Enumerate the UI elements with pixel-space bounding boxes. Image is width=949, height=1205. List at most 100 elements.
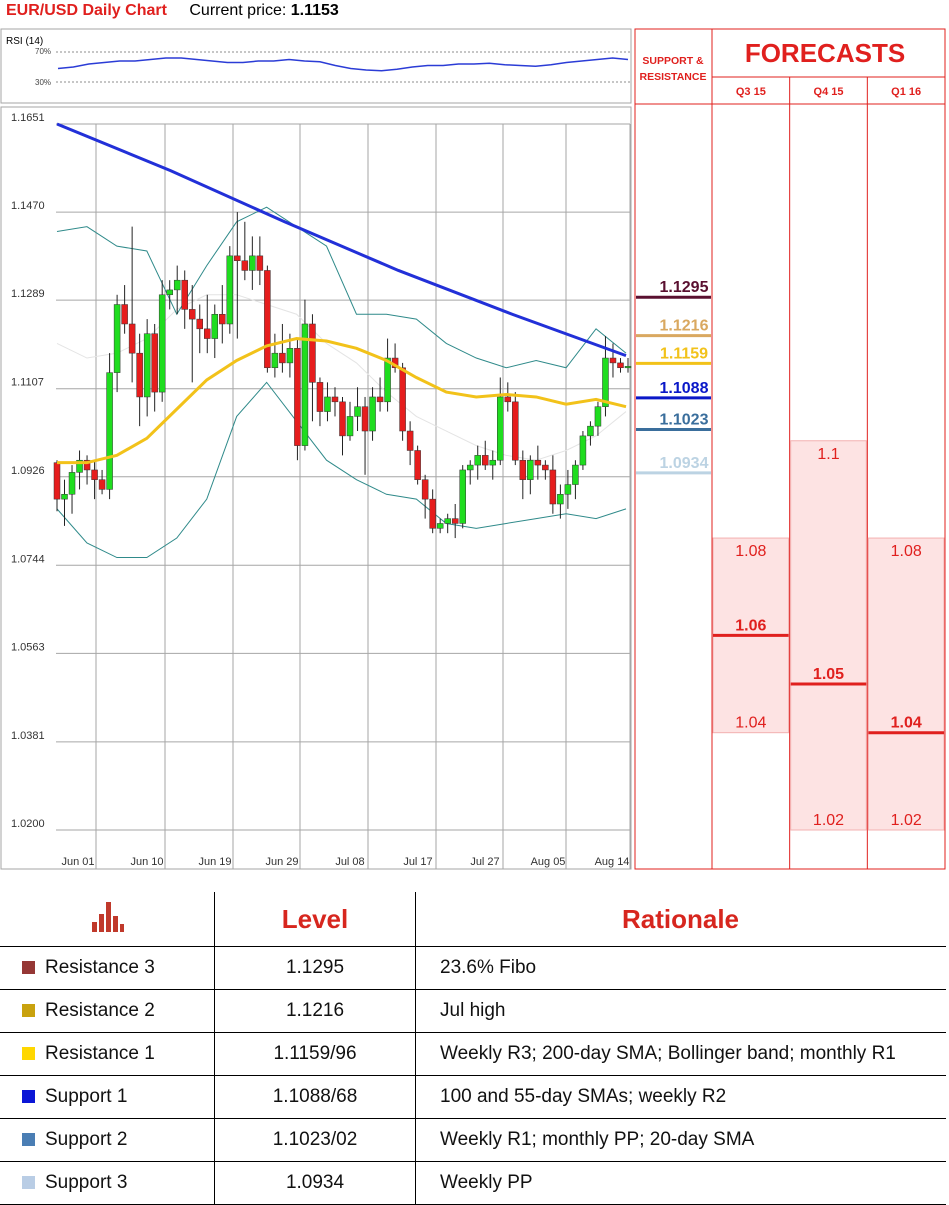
candle-down (519, 459, 527, 480)
candle-up (564, 484, 572, 495)
candle-up (527, 459, 534, 480)
level-color-swatch (22, 1133, 35, 1146)
candle-down (188, 309, 196, 320)
x-tick-label: Jun 10 (130, 856, 163, 868)
sr-header-line1: SUPPORT & (642, 55, 704, 67)
x-tick-label: Jul 27 (470, 856, 499, 868)
table-row: Resistance 1 1.1159/96 Weekly R3; 200-day … (0, 1032, 946, 1076)
candle-up (474, 455, 481, 466)
forecasts-frame (711, 28, 946, 870)
forecast-mid-label: 1.06 (735, 617, 766, 634)
candle-down (512, 401, 519, 461)
levels-table: Level Rationale Resistance 3 1.1295 23.6% … (0, 892, 946, 1205)
x-tick-label: Jun 01 (61, 856, 94, 868)
chart-header: EUR/USD Daily Chart Current price: 1.115… (6, 2, 339, 26)
y-tick-label: 1.0744 (11, 553, 45, 565)
candle-down (609, 357, 617, 364)
level-name-cell: Support 3 (0, 1161, 215, 1205)
y-tick-label: 1.0563 (11, 641, 45, 653)
candle-down (196, 318, 203, 330)
candle-down (414, 450, 421, 480)
candle-down (399, 367, 406, 432)
level-value: 1.1295 (214, 946, 416, 990)
sma-fast-line (57, 337, 627, 465)
candle-up (324, 396, 331, 412)
bollinger-lower (56, 381, 627, 559)
forecast-low-label: 1.02 (891, 812, 922, 829)
y-tick-label: 1.1651 (11, 112, 45, 124)
table-row: Support 2 1.1023/02 Weekly R1; monthly PP;… (0, 1118, 946, 1162)
candle-up (173, 279, 181, 291)
candle-down (309, 323, 316, 383)
candle-up (557, 494, 564, 505)
candle-down (53, 462, 61, 500)
candle-up (369, 396, 376, 432)
forecasts-title: FORECASTS (745, 38, 905, 68)
level-color-swatch (22, 961, 35, 974)
candle-down (181, 279, 188, 310)
y-tick-label: 1.1107 (11, 377, 44, 389)
candle-down (421, 479, 429, 500)
level-name: Resistance 2 (45, 1000, 155, 1021)
candle-up (489, 459, 497, 466)
table-header-rationale: Rationale (415, 892, 946, 947)
forecast-mid-label: 1.04 (891, 715, 922, 732)
candle-up (271, 352, 279, 369)
rsi-title: RSI (14) (6, 36, 43, 47)
candle-up (113, 304, 121, 373)
candle-down (406, 430, 414, 451)
candle-down (451, 518, 459, 524)
candle-up (249, 255, 256, 271)
candle-down (241, 260, 249, 271)
level-rationale: 23.6% Fibo (415, 946, 946, 990)
level-color-swatch (22, 1004, 35, 1017)
candle-down (542, 464, 549, 471)
sr-level-label: 1.1216 (660, 318, 709, 335)
candle-up (346, 416, 354, 437)
level-value: 1.1088/68 (214, 1075, 416, 1119)
price-grid-horizontal (56, 123, 630, 831)
level-rationale: Weekly PP (415, 1161, 946, 1205)
sr-level-label: 1.0934 (660, 455, 709, 472)
candle-up (497, 396, 504, 461)
candle-down (83, 459, 91, 471)
sr-level-label: 1.1159 (660, 345, 708, 362)
candle-down (331, 396, 339, 403)
candle-down (429, 498, 436, 529)
price-grid-vertical (95, 124, 631, 869)
level-color-swatch (22, 1176, 35, 1189)
chart-area: RSI (14) 70% 30% 1.1651 1.1470 1.1289 1.110… (0, 28, 946, 870)
table-header-level: Level (214, 892, 416, 947)
candles (53, 212, 632, 539)
x-tick-label: Aug 14 (595, 856, 630, 868)
table-row: Resistance 2 1.1216 Jul high (0, 989, 946, 1033)
level-name-cell: Resistance 1 (0, 1032, 215, 1076)
candle-up (594, 406, 602, 427)
forecast-columns: Q3 15 1.08 1.06 1.04 Q4 15 1.1 1.05 1.02 Q1 16 1.… (712, 77, 945, 869)
candle-up (68, 472, 76, 495)
forecast-column-header: Q3 15 (736, 86, 766, 98)
level-name-cell: Resistance 3 (0, 946, 215, 990)
level-name: Support 1 (45, 1086, 128, 1107)
level-value: 1.0934 (214, 1161, 416, 1205)
level-rationale: Weekly R3; 200-day SMA; Bollinger band; … (415, 1032, 946, 1076)
sr-frame (634, 28, 713, 870)
level-name-cell: Support 2 (0, 1118, 215, 1162)
forecast-high-label: 1.08 (735, 543, 766, 560)
level-rationale: Weekly R1; monthly PP; 20-day SMA (415, 1118, 946, 1162)
current-price-label: Current price: (189, 2, 287, 19)
candle-down (504, 396, 512, 403)
bar-chart-icon (91, 901, 124, 932)
level-name: Support 2 (45, 1129, 128, 1150)
level-name-cell: Support 1 (0, 1075, 215, 1119)
forecast-column-header: Q1 16 (891, 86, 921, 98)
candle-up (572, 464, 579, 485)
y-tick-label: 1.1470 (11, 200, 45, 212)
level-value: 1.1216 (214, 989, 416, 1033)
levels-table-header: Level Rationale (0, 892, 946, 947)
candle-down (482, 455, 489, 466)
sr-level-label: 1.1088 (660, 380, 709, 397)
forecast-mid-label: 1.05 (813, 666, 844, 683)
forecast-range (867, 537, 945, 831)
candle-up (143, 333, 151, 398)
